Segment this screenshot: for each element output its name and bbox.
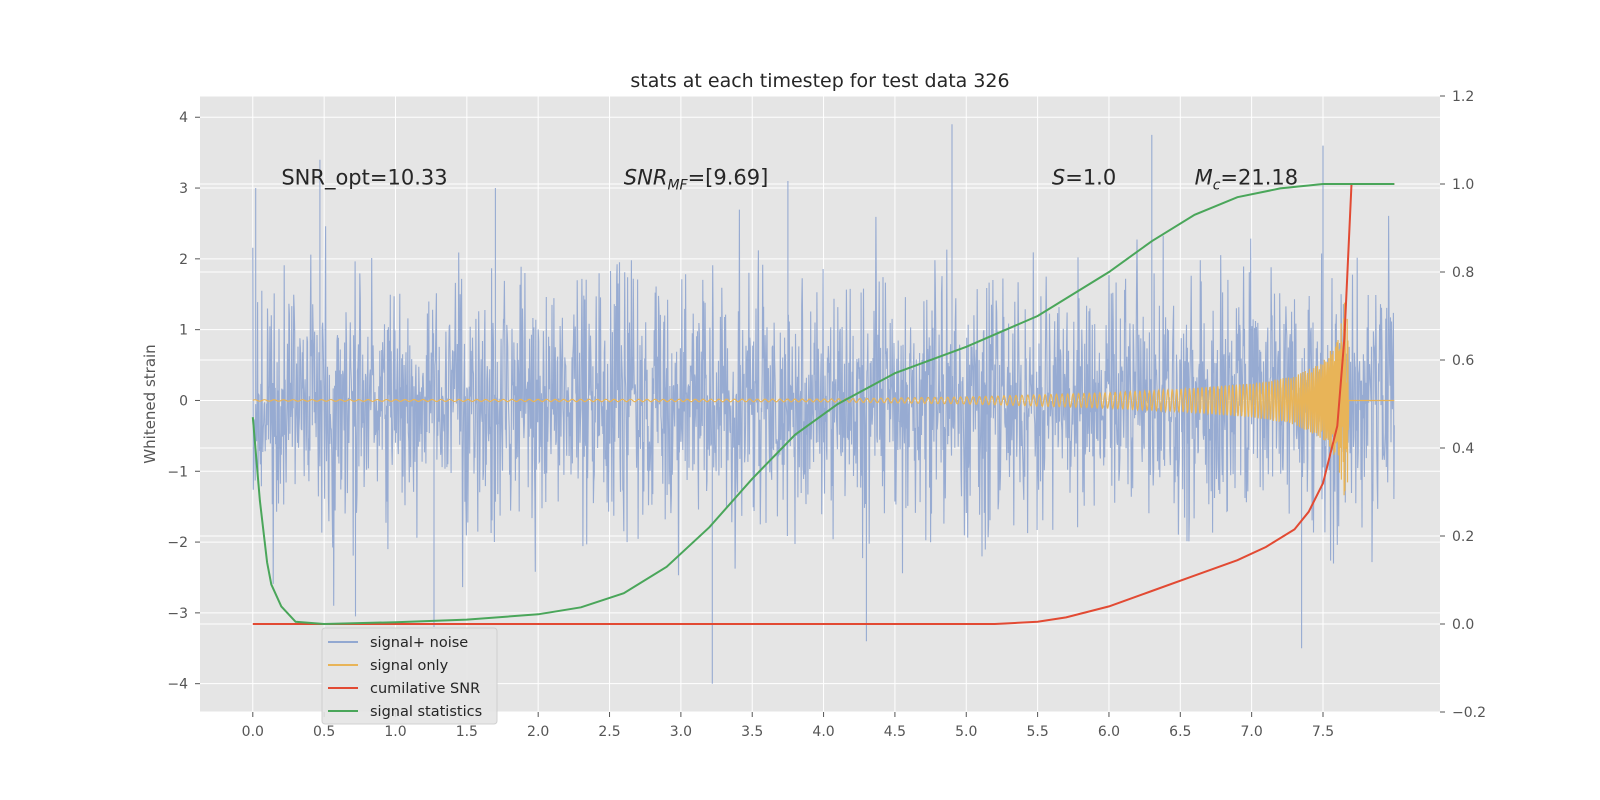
x-tick-label: 4.0 [812, 724, 834, 740]
legend-label: signal statistics [370, 704, 482, 720]
y-tick-label: −2 [167, 535, 188, 551]
series-signal-statistics [251, 183, 1395, 626]
series-layer [251, 124, 1395, 684]
y-tick-label: 0 [179, 393, 188, 409]
x-tick-label: 1.0 [384, 724, 406, 740]
y-tick-label: 4 [179, 110, 188, 126]
series-cumilative-snr [252, 183, 1395, 625]
x-tick-label: 3.0 [670, 724, 692, 740]
annotation: SNRMF=[9.69] [624, 166, 769, 194]
annotations: SNR_opt=10.33 SNRMF=[9.69] S=1.0 Mc=21.18 [281, 166, 1298, 194]
legend-box [321, 627, 498, 725]
x-tick-label: 5.5 [1026, 724, 1048, 740]
chart-title: stats at each timestep for test data 326 [630, 70, 1009, 92]
y2-tick-label: 0.4 [1452, 441, 1474, 457]
y2-tick-label: 0.0 [1452, 617, 1474, 633]
x-tick-label: 6.5 [1169, 724, 1191, 740]
y-tick-label: 2 [179, 252, 188, 268]
series-signal-only [252, 302, 1395, 496]
y2-tick-label: 0.2 [1452, 529, 1474, 545]
x-tick-label: 1.5 [456, 724, 478, 740]
y-tick-label: −3 [167, 606, 188, 622]
y-tick-label: 1 [179, 323, 188, 339]
x-tick-label: 2.0 [527, 724, 549, 740]
legend-label: signal+ noise [370, 635, 468, 651]
y2-tick-label: 0.8 [1452, 265, 1474, 281]
legend-label: signal only [370, 658, 449, 674]
x-tick-label: 4.5 [884, 724, 906, 740]
annotation: S=1.0 [1052, 166, 1116, 190]
y2-tick-label: 1.0 [1452, 177, 1474, 193]
x-tick-label: 7.5 [1312, 724, 1334, 740]
y2-tick-label: 1.2 [1452, 89, 1474, 105]
y2-tick-label: 0.6 [1452, 353, 1474, 369]
legend: signal+ noise signal only cumilative SNR si… [321, 627, 498, 725]
axes: 0.0 0.5 1.0 1.5 2.0 2.5 3.0 3.5 4.0 4.5 5.0 5.5 6.0 6… [167, 89, 1486, 740]
legend-label: cumilative SNR [370, 681, 480, 697]
series-signal-noise [252, 124, 1395, 684]
x-tick-label: 0.5 [313, 724, 335, 740]
y-tick-label: 3 [179, 181, 188, 197]
x-tick-label: 0.0 [242, 724, 264, 740]
x-tick-label: 3.5 [741, 724, 763, 740]
x-tick-label: 5.0 [955, 724, 977, 740]
y-tick-label: −4 [167, 677, 188, 693]
y-axis-label: Whitened strain [141, 344, 159, 463]
annotation: Mc=21.18 [1195, 166, 1299, 194]
x-tick-label: 2.5 [598, 724, 620, 740]
y-tick-label: −1 [167, 464, 188, 480]
y2-tick-label: −0.2 [1452, 705, 1486, 721]
x-tick-label: 6.0 [1098, 724, 1120, 740]
annotation: SNR_opt=10.33 [281, 166, 447, 191]
x-tick-label: 7.0 [1241, 724, 1263, 740]
